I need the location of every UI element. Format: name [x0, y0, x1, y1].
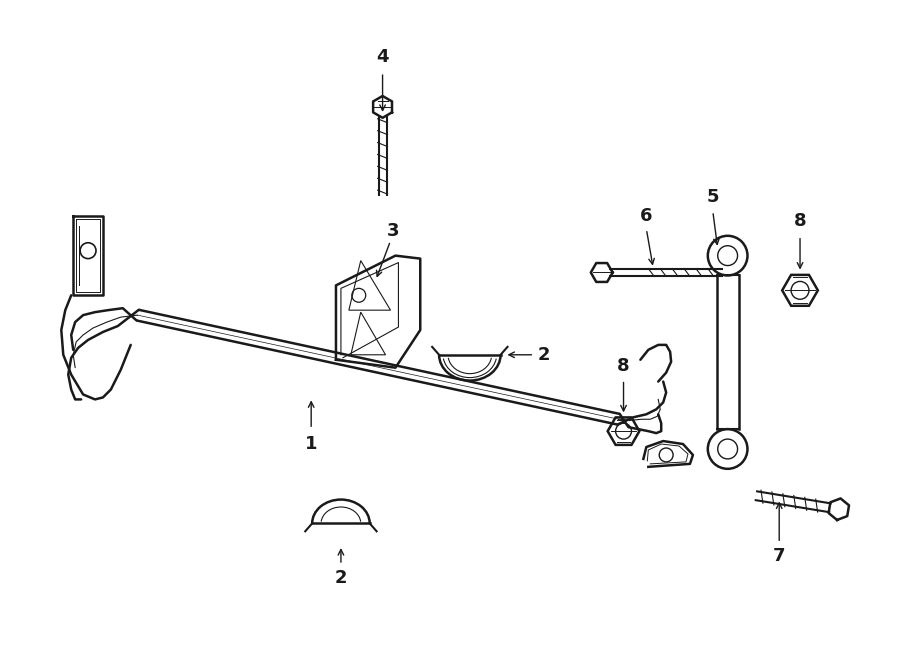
Text: 5: 5 — [706, 188, 719, 206]
Text: 6: 6 — [640, 207, 652, 225]
Text: 1: 1 — [305, 435, 318, 453]
Text: 2: 2 — [538, 346, 551, 364]
Text: 8: 8 — [794, 212, 806, 230]
Text: 7: 7 — [773, 547, 786, 565]
Text: 3: 3 — [387, 222, 400, 240]
Text: 4: 4 — [376, 48, 389, 66]
Text: 8: 8 — [617, 357, 630, 375]
Text: 2: 2 — [335, 569, 347, 587]
